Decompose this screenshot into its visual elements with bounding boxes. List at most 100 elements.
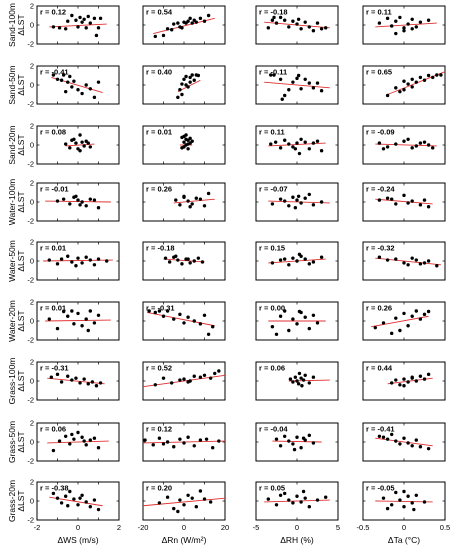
- data-point: [178, 88, 182, 92]
- correlation-label: r = -0.32: [366, 244, 395, 253]
- data-point: [295, 435, 299, 439]
- data-point: [63, 89, 68, 94]
- data-point: [72, 322, 76, 326]
- correlation-label: r = 0.05: [259, 484, 285, 493]
- data-point: [398, 89, 402, 94]
- data-point: [84, 204, 88, 208]
- data-point: [88, 87, 93, 91]
- data-point: [202, 204, 207, 208]
- data-point: [211, 325, 215, 329]
- data-point: [88, 438, 93, 442]
- y-tick-label: -2: [27, 160, 34, 169]
- data-point: [86, 14, 90, 19]
- data-point: [176, 509, 180, 514]
- y-axis-label: ΔLST: [16, 431, 26, 452]
- data-point: [394, 378, 398, 382]
- correlation-label: r = 0.01: [40, 244, 66, 253]
- data-point: [68, 146, 72, 150]
- data-point: [287, 25, 291, 29]
- data-point: [188, 75, 192, 80]
- data-point: [170, 28, 174, 32]
- correlation-label: r = -0.24: [366, 185, 395, 194]
- data-point: [178, 437, 182, 441]
- data-point: [202, 497, 207, 501]
- data-point: [303, 196, 307, 200]
- data-point: [78, 15, 82, 20]
- data-point: [163, 256, 168, 260]
- data-point: [307, 433, 311, 438]
- data-point: [410, 77, 414, 82]
- data-point: [72, 137, 76, 141]
- data-point: [182, 194, 186, 198]
- data-point: [410, 146, 414, 150]
- data-point: [92, 498, 97, 502]
- data-point: [288, 377, 293, 381]
- data-point: [278, 314, 283, 318]
- data-point: [422, 377, 427, 381]
- data-point: [402, 88, 406, 92]
- data-point: [301, 489, 306, 494]
- x-tick-label: 2: [117, 523, 121, 532]
- row-label-group: Sand-50m: [7, 65, 17, 104]
- data-point: [385, 258, 390, 262]
- data-point: [68, 202, 72, 206]
- data-point: [172, 506, 176, 511]
- row-label-group: Grass-100m: [7, 358, 17, 405]
- data-point: [84, 500, 88, 504]
- data-point: [167, 260, 172, 264]
- data-point: [98, 381, 103, 385]
- data-point: [84, 83, 88, 87]
- data-point: [414, 309, 418, 313]
- data-point: [394, 316, 398, 320]
- y-tick-label: 2: [30, 122, 34, 131]
- data-point: [287, 204, 291, 208]
- fit-line: [268, 200, 330, 204]
- data-point: [406, 137, 410, 141]
- data-point: [278, 258, 283, 262]
- data-point: [296, 194, 301, 198]
- data-point: [398, 442, 402, 446]
- correlation-label: r = 0.11: [366, 8, 392, 17]
- data-point: [153, 383, 157, 387]
- data-point: [296, 73, 301, 78]
- data-point: [390, 432, 394, 437]
- data-point: [418, 262, 423, 266]
- data-point: [303, 315, 307, 319]
- data-point: [278, 77, 283, 82]
- data-point: [311, 203, 316, 207]
- data-point: [96, 257, 101, 261]
- data-point: [299, 446, 303, 450]
- data-point: [172, 22, 176, 26]
- data-point: [180, 135, 184, 140]
- data-point: [297, 371, 302, 376]
- data-point: [426, 143, 431, 147]
- data-point: [311, 86, 316, 90]
- data-point: [394, 257, 398, 261]
- data-point: [431, 75, 435, 80]
- data-point: [299, 27, 303, 31]
- data-point: [274, 503, 279, 507]
- data-point: [206, 332, 211, 336]
- data-point: [283, 491, 287, 496]
- data-point: [297, 309, 302, 314]
- data-point: [291, 501, 295, 505]
- data-point: [178, 203, 182, 207]
- data-point: [287, 263, 291, 267]
- panel-frame: [362, 182, 446, 222]
- data-point: [274, 21, 279, 25]
- data-point: [188, 379, 192, 383]
- data-point: [406, 263, 410, 267]
- row-label-group: Water-20m: [7, 300, 17, 342]
- x-axis-label: ΔWS (m/s): [57, 535, 98, 545]
- data-point: [311, 375, 316, 379]
- data-point: [170, 381, 174, 385]
- data-point: [86, 141, 90, 145]
- data-point: [47, 258, 51, 262]
- data-point: [283, 434, 287, 438]
- data-point: [274, 332, 279, 336]
- row-label-group: Sand-100m: [7, 3, 17, 47]
- data-point: [406, 494, 410, 498]
- data-point: [295, 259, 299, 263]
- fit-line: [371, 315, 429, 328]
- data-point: [184, 83, 188, 87]
